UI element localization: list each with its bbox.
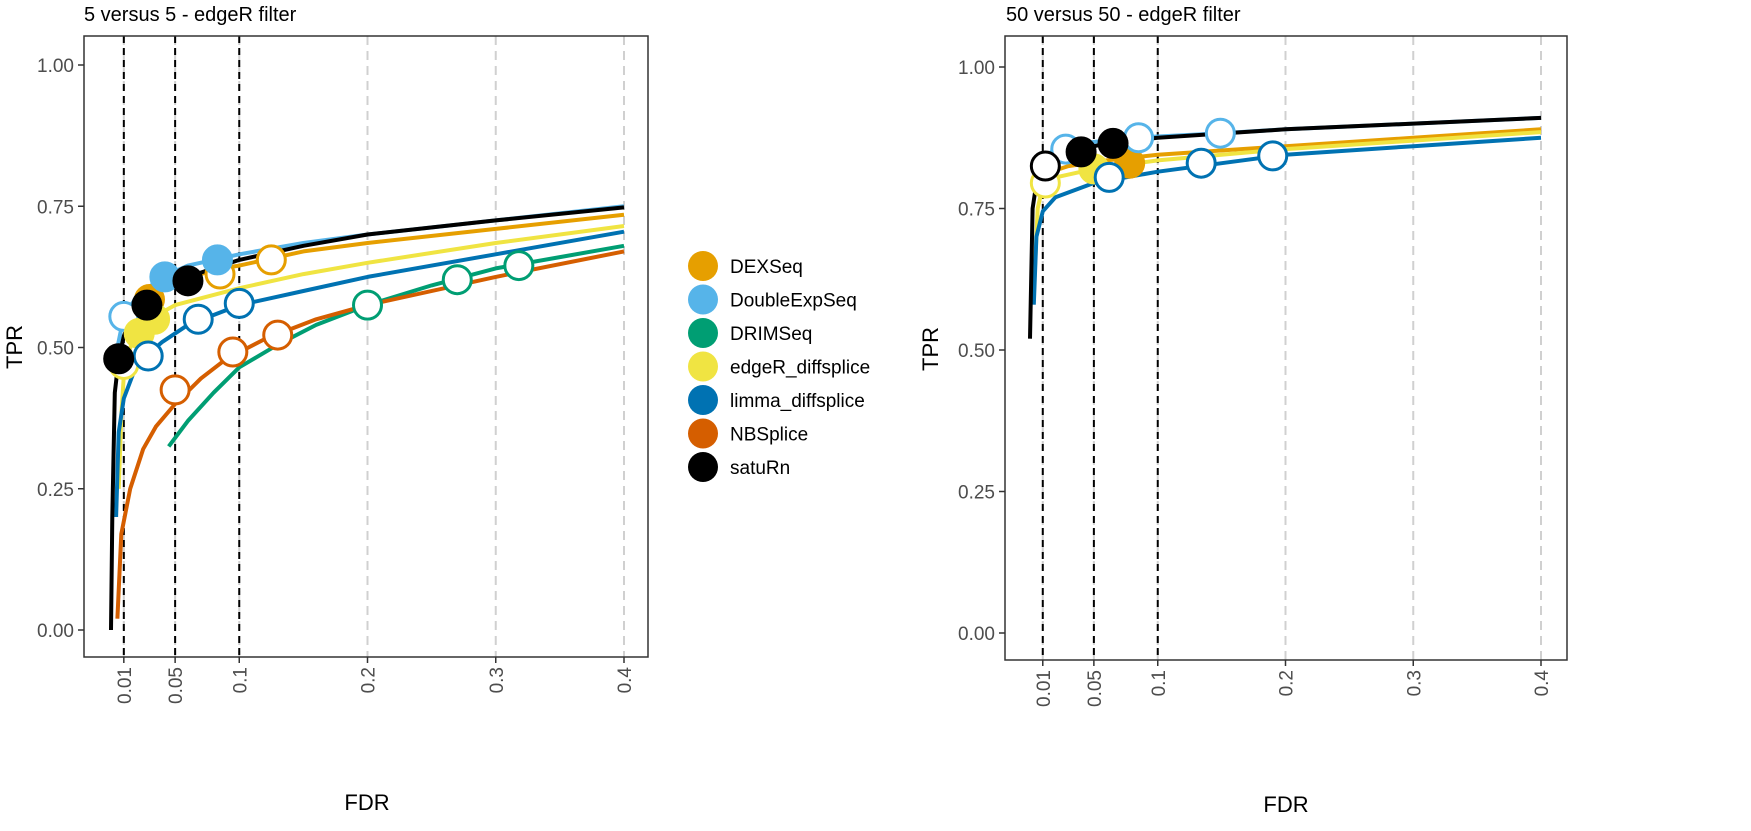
legend-key-NBSplice: [688, 418, 718, 449]
y-tick-label: 0.50: [37, 339, 74, 360]
y-tick-label: 0.00: [958, 624, 995, 645]
x-tick-label: 0.3: [1404, 670, 1425, 696]
panel-border: [83, 35, 649, 658]
marker-satuRn: [1097, 127, 1129, 159]
marker-NBSplice: [159, 374, 191, 406]
marker-limma_diffsplice: [1185, 147, 1217, 179]
legend-label: limma_diffsplice: [730, 391, 865, 412]
y-tick-label: 0.00: [37, 621, 74, 642]
marker-DoubleExpSeq: [201, 244, 233, 276]
x-tick-label: 0.2: [1277, 670, 1298, 696]
legend-label: DoubleExpSeq: [730, 291, 857, 312]
marker-satuRn: [1065, 136, 1097, 168]
x-tick-label: 0.1: [1149, 670, 1170, 696]
panel-title: 50 versus 50 - edgeR filter: [1006, 4, 1241, 26]
x-tick-label: 0.01: [1034, 670, 1055, 707]
legend-label: DEXSeq: [730, 257, 803, 278]
x-axis-title: FDR: [1263, 792, 1308, 817]
legend-item: DEXSeq: [688, 251, 803, 281]
y-tick-label: 0.25: [37, 480, 74, 501]
x-tick-label: 0.1: [230, 667, 251, 693]
legend-key-DEXSeq: [688, 251, 718, 281]
marker-satuRn: [103, 343, 135, 375]
legend-label: edgeR_diffsplice: [730, 358, 870, 379]
marker-satuRn: [131, 289, 163, 321]
panel-title: 5 versus 5 - edgeR filter: [84, 4, 297, 26]
y-axis-title: TPR: [918, 327, 943, 371]
x-tick-label: 0.05: [166, 667, 187, 704]
panel-5-vs-5: 0.00 0.25 0.50 0.75 1.00 0.01 0.05 0.1 0.2 0.3 0.4…: [2, 4, 649, 815]
marker-limma_diffsplice: [132, 340, 164, 372]
plot-area: 0.00 0.25 0.50 0.75 1.00 0.01 0.05 0.1 0.2 0.3 0.4: [37, 35, 649, 704]
marker-satuRn: [172, 265, 204, 297]
marker-limma_diffsplice: [182, 303, 214, 335]
x-tick-label: 0.05: [1085, 670, 1106, 707]
x-axis-title: FDR: [344, 790, 389, 815]
panel-50-vs-50: 0.00 0.25 0.50 0.75 1.00 0.01 0.05 0.1 0.2 0.3 0.4…: [918, 4, 1568, 817]
legend: DEXSeq DoubleExpSeq DRIMSeq edgeR_diffsplic…: [688, 251, 870, 482]
y-tick-label: 0.50: [958, 341, 995, 362]
marker-limma_diffsplice: [1257, 140, 1289, 172]
legend-item: NBSplice: [688, 418, 808, 449]
plot-area: 0.00 0.25 0.50 0.75 1.00 0.01 0.05 0.1 0.2 0.3 0.4: [958, 35, 1568, 707]
legend-item: DRIMSeq: [688, 318, 812, 348]
x-tick-label: 0.01: [115, 667, 136, 704]
marker-satuRn: [1029, 150, 1061, 182]
marker-DEXSeq: [255, 244, 287, 276]
y-tick-label: 0.75: [37, 197, 74, 218]
legend-key-edgeR_diffsplice: [688, 351, 718, 382]
legend-item: DoubleExpSeq: [688, 284, 857, 315]
y-tick-label: 0.75: [958, 200, 995, 221]
legend-item: limma_diffsplice: [688, 385, 865, 415]
marker-limma_diffsplice: [223, 287, 255, 319]
legend-label: DRIMSeq: [730, 324, 812, 345]
x-tick-label: 0.4: [615, 667, 636, 694]
x-tick-label: 0.2: [359, 667, 380, 693]
marker-DRIMSeq: [352, 289, 383, 321]
y-tick-label: 0.25: [958, 483, 995, 504]
legend-label: satuRn: [730, 458, 790, 479]
y-tick-label: 1.00: [958, 58, 995, 79]
legend-item: edgeR_diffsplice: [688, 351, 870, 382]
legend-key-DRIMSeq: [688, 318, 718, 348]
marker-DoubleExpSeq: [1204, 117, 1236, 149]
marker-NBSplice: [262, 319, 294, 351]
legend-item: satuRn: [688, 452, 790, 482]
legend-key-DoubleExpSeq: [688, 284, 718, 315]
x-tick-label: 0.4: [1532, 670, 1553, 697]
legend-key-limma_diffsplice: [688, 385, 718, 415]
legend-label: NBSplice: [730, 425, 808, 446]
y-tick-label: 1.00: [37, 56, 74, 77]
legend-key-satuRn: [688, 452, 718, 482]
marker-DRIMSeq: [503, 250, 535, 282]
marker-NBSplice: [217, 336, 249, 368]
marker-DoubleExpSeq: [1123, 122, 1155, 154]
x-tick-label: 0.3: [487, 667, 508, 693]
marker-DRIMSeq: [441, 264, 473, 296]
marker-limma_diffsplice: [1093, 161, 1125, 193]
y-axis-title: TPR: [2, 325, 27, 369]
